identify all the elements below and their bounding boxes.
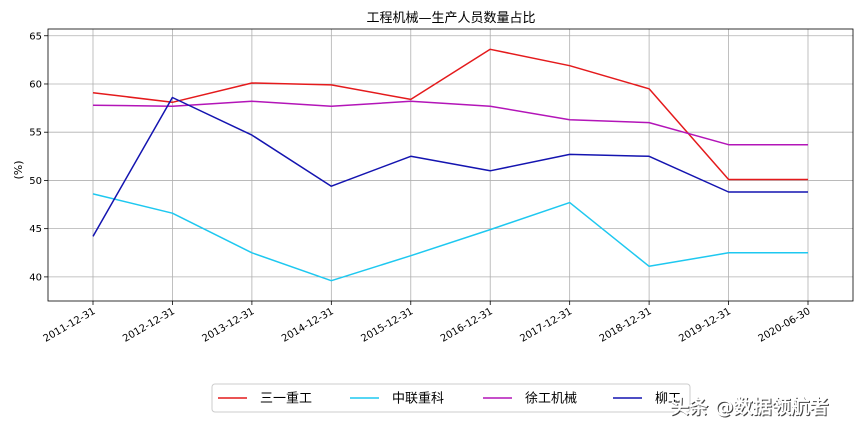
plot-frame (47, 28, 854, 302)
legend-label-1: 中联重科 (392, 391, 444, 407)
watermark: 头条 @数据领航者 (670, 395, 829, 418)
x-tick-label: 2020-06-30 (757, 306, 813, 345)
x-axis: 2011-12-31 2012-12-31 2013-12-31 2014-12-31… (42, 301, 813, 345)
legend: 三一重工 中联重科 徐工机械 柳工 (211, 383, 691, 413)
legend-label-3: 柳工 (655, 392, 681, 407)
x-tick-label: 2018-12-31 (598, 306, 654, 345)
y-axis: 40 45 50 55 60 65 (29, 31, 48, 283)
series-line-2 (92, 100, 808, 146)
y-tick-label: 65 (29, 31, 42, 42)
y-tick-label: 55 (29, 128, 42, 139)
series-line-3 (92, 96, 808, 237)
x-tick-label: 2017-12-31 (518, 306, 574, 345)
y-tick-label: 45 (29, 224, 42, 235)
series-lines (92, 48, 808, 282)
y-tick-label: 60 (29, 79, 42, 90)
y-axis-label: (%) (12, 160, 25, 179)
x-tick-label: 2012-12-31 (121, 306, 177, 345)
y-tick-label: 50 (29, 176, 42, 187)
legend-label-0: 三一重工 (260, 391, 312, 407)
series-line-1 (92, 193, 808, 282)
y-tick-label: 40 (29, 272, 42, 283)
x-tick-label: 2011-12-31 (42, 306, 98, 345)
grid (48, 29, 853, 301)
watermark-shadow: 头条 @数据领航者 (671, 396, 830, 419)
chart-title: 工程机械—生产人员数量占比 (366, 11, 535, 26)
x-tick-label: 2019-12-31 (677, 306, 733, 345)
legend-box (211, 383, 691, 413)
x-tick-label: 2015-12-31 (359, 306, 415, 345)
x-tick-label: 2016-12-31 (439, 306, 495, 345)
series-line-0 (92, 48, 808, 181)
x-tick-label: 2014-12-31 (280, 306, 336, 345)
x-tick-label: 2013-12-31 (201, 306, 257, 345)
legend-label-2: 徐工机械 (525, 392, 577, 407)
